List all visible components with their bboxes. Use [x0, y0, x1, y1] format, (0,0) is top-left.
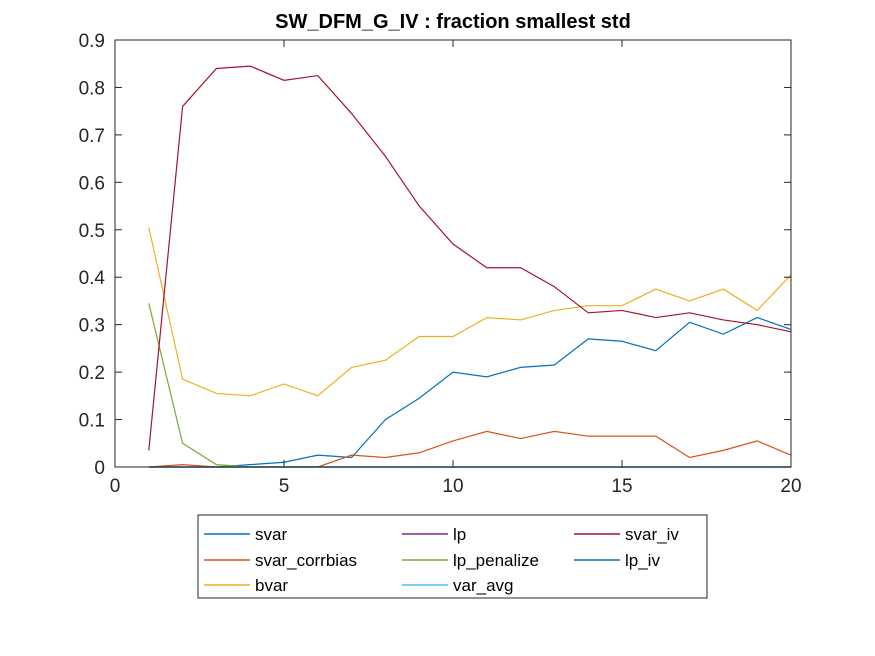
legend-item-var-avg: var_avg	[402, 576, 513, 595]
legend-label: var_avg	[453, 576, 513, 595]
chart-title: SW_DFM_G_IV : fraction smallest std	[275, 11, 631, 33]
x-tick-label: 20	[780, 476, 801, 497]
legend-label: lp	[453, 525, 466, 544]
y-tick-label: 0.7	[79, 126, 105, 147]
plot-area	[115, 40, 791, 467]
legend-item-svar-corrbias: svar_corrbias	[204, 551, 357, 570]
legend-label: lp_iv	[625, 551, 660, 570]
x-tick-label: 5	[279, 476, 290, 497]
y-tick-label: 0	[94, 458, 105, 479]
y-tick-label: 0.2	[79, 363, 105, 384]
legend-item-lp-penalize: lp_penalize	[402, 551, 539, 570]
x-tick-label: 10	[442, 476, 463, 497]
y-tick-label: 0.6	[79, 173, 105, 194]
legend-label: bvar	[255, 576, 288, 595]
x-tick-label: 15	[611, 476, 632, 497]
y-tick-label: 0.3	[79, 316, 105, 337]
legend-item-lp-iv: lp_iv	[574, 551, 660, 570]
legend-item-lp: lp	[402, 525, 466, 544]
series-line-svar-iv	[148, 65, 792, 451]
legend-box	[197, 514, 708, 599]
legend-label: svar	[255, 525, 287, 544]
y-tick-label: 0.8	[79, 78, 105, 99]
y-tick-label: 0.1	[79, 411, 105, 432]
axes-layer: 0 5 10 15 20 0 0.1 0.2 0.3 0.4 0.5 0.6 0.7 0.8 0.9	[79, 31, 802, 497]
y-tick-label: 0.9	[79, 31, 105, 52]
series-line-bvar	[148, 227, 792, 397]
legend-label: lp_penalize	[453, 551, 539, 570]
x-tick-label: 0	[110, 476, 121, 497]
legend-label: svar_corrbias	[255, 551, 357, 570]
y-tick-label: 0.5	[79, 221, 105, 242]
legend-item-svar-iv: svar_iv	[574, 525, 679, 544]
legend-item-bvar: bvar	[204, 576, 288, 595]
legend-item-svar: svar	[204, 525, 287, 544]
legend-label: svar_iv	[625, 525, 679, 544]
series-line-svar	[148, 316, 792, 468]
y-tick-label: 0.4	[79, 268, 106, 289]
